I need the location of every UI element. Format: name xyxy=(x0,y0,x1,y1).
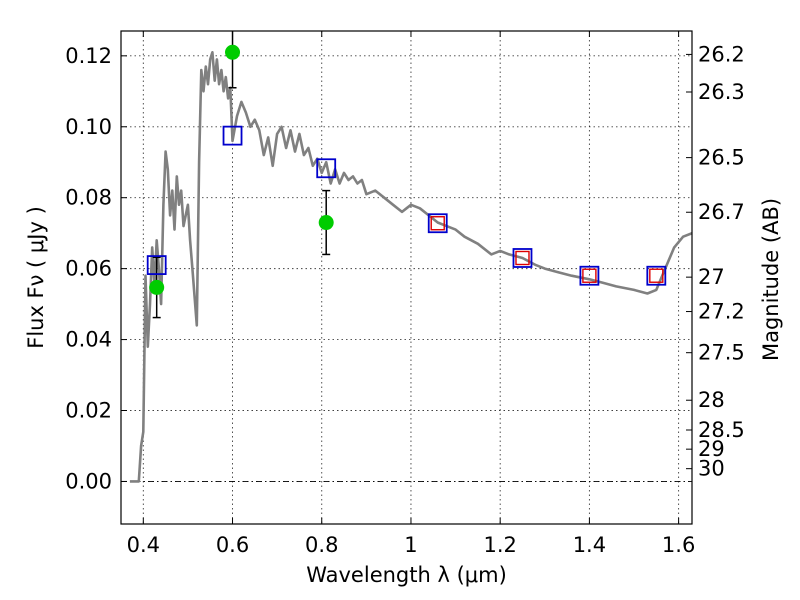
x-axis-label: Wavelength λ (μm) xyxy=(306,563,507,587)
model-band-square xyxy=(146,255,167,275)
y2-tick-label: 26.7 xyxy=(698,200,745,224)
x-tick-label: 0.4 xyxy=(127,533,160,557)
y-tick-label: 0.02 xyxy=(65,399,112,423)
y-tick-label: 0.12 xyxy=(65,44,112,68)
spectrum-line xyxy=(129,50,692,483)
model-band-square xyxy=(512,248,533,268)
y2-tick-label: 27 xyxy=(698,265,725,289)
model-band-square-inner xyxy=(582,268,597,283)
y-axis-label: Flux Fν ( μJy ) xyxy=(24,206,48,349)
y2-tick-label: 30 xyxy=(698,457,725,481)
x-tick-label: 1.4 xyxy=(573,533,606,557)
y2-tick-label: 26.2 xyxy=(698,42,745,66)
y-tick-label: 0.00 xyxy=(65,469,112,493)
x-tick-label: 1 xyxy=(404,533,417,557)
y2-tick-label: 26.3 xyxy=(698,80,745,104)
model-band-square-inner xyxy=(649,268,664,283)
y2-tick-label: 26.5 xyxy=(698,146,745,170)
grid-lines xyxy=(121,31,692,524)
y2-tick-label: 27.5 xyxy=(698,341,745,365)
y2-tick-label: 28.5 xyxy=(698,418,745,442)
y-tick-label: 0.04 xyxy=(65,328,112,352)
model-band-square xyxy=(427,213,448,234)
model-band-square-inner xyxy=(430,216,445,231)
model-band-square xyxy=(579,265,600,286)
model-band-square xyxy=(222,125,243,146)
y2-axis-label: Magnitude (AB) xyxy=(759,198,783,361)
axis-ticks: 0.4 0.6 0.8 1 1.2 1.4 1.6 0.00 0.02 0.04 0.06 0.08 0… xyxy=(65,31,745,557)
x-tick-label: 0.6 xyxy=(216,533,249,557)
y2-tick-label: 28 xyxy=(698,388,725,412)
model-band-square-inner xyxy=(515,250,530,266)
y2-tick-label: 27.2 xyxy=(698,300,745,324)
photometry-point xyxy=(225,44,241,60)
x-tick-label: 1.6 xyxy=(662,533,695,557)
y-tick-label: 0.10 xyxy=(65,115,112,139)
y-tick-label: 0.06 xyxy=(65,257,112,281)
x-tick-label: 1.2 xyxy=(483,533,516,557)
photometry-point xyxy=(318,215,334,231)
model-band-square xyxy=(646,265,667,286)
plot-area xyxy=(129,31,692,483)
y2-tick-label: 29 xyxy=(698,437,725,461)
y-tick-label: 0.08 xyxy=(65,186,112,210)
x-tick-label: 0.8 xyxy=(305,533,338,557)
photometry-point xyxy=(149,279,165,295)
axes-frame xyxy=(120,30,693,525)
model-band-square xyxy=(316,158,337,179)
